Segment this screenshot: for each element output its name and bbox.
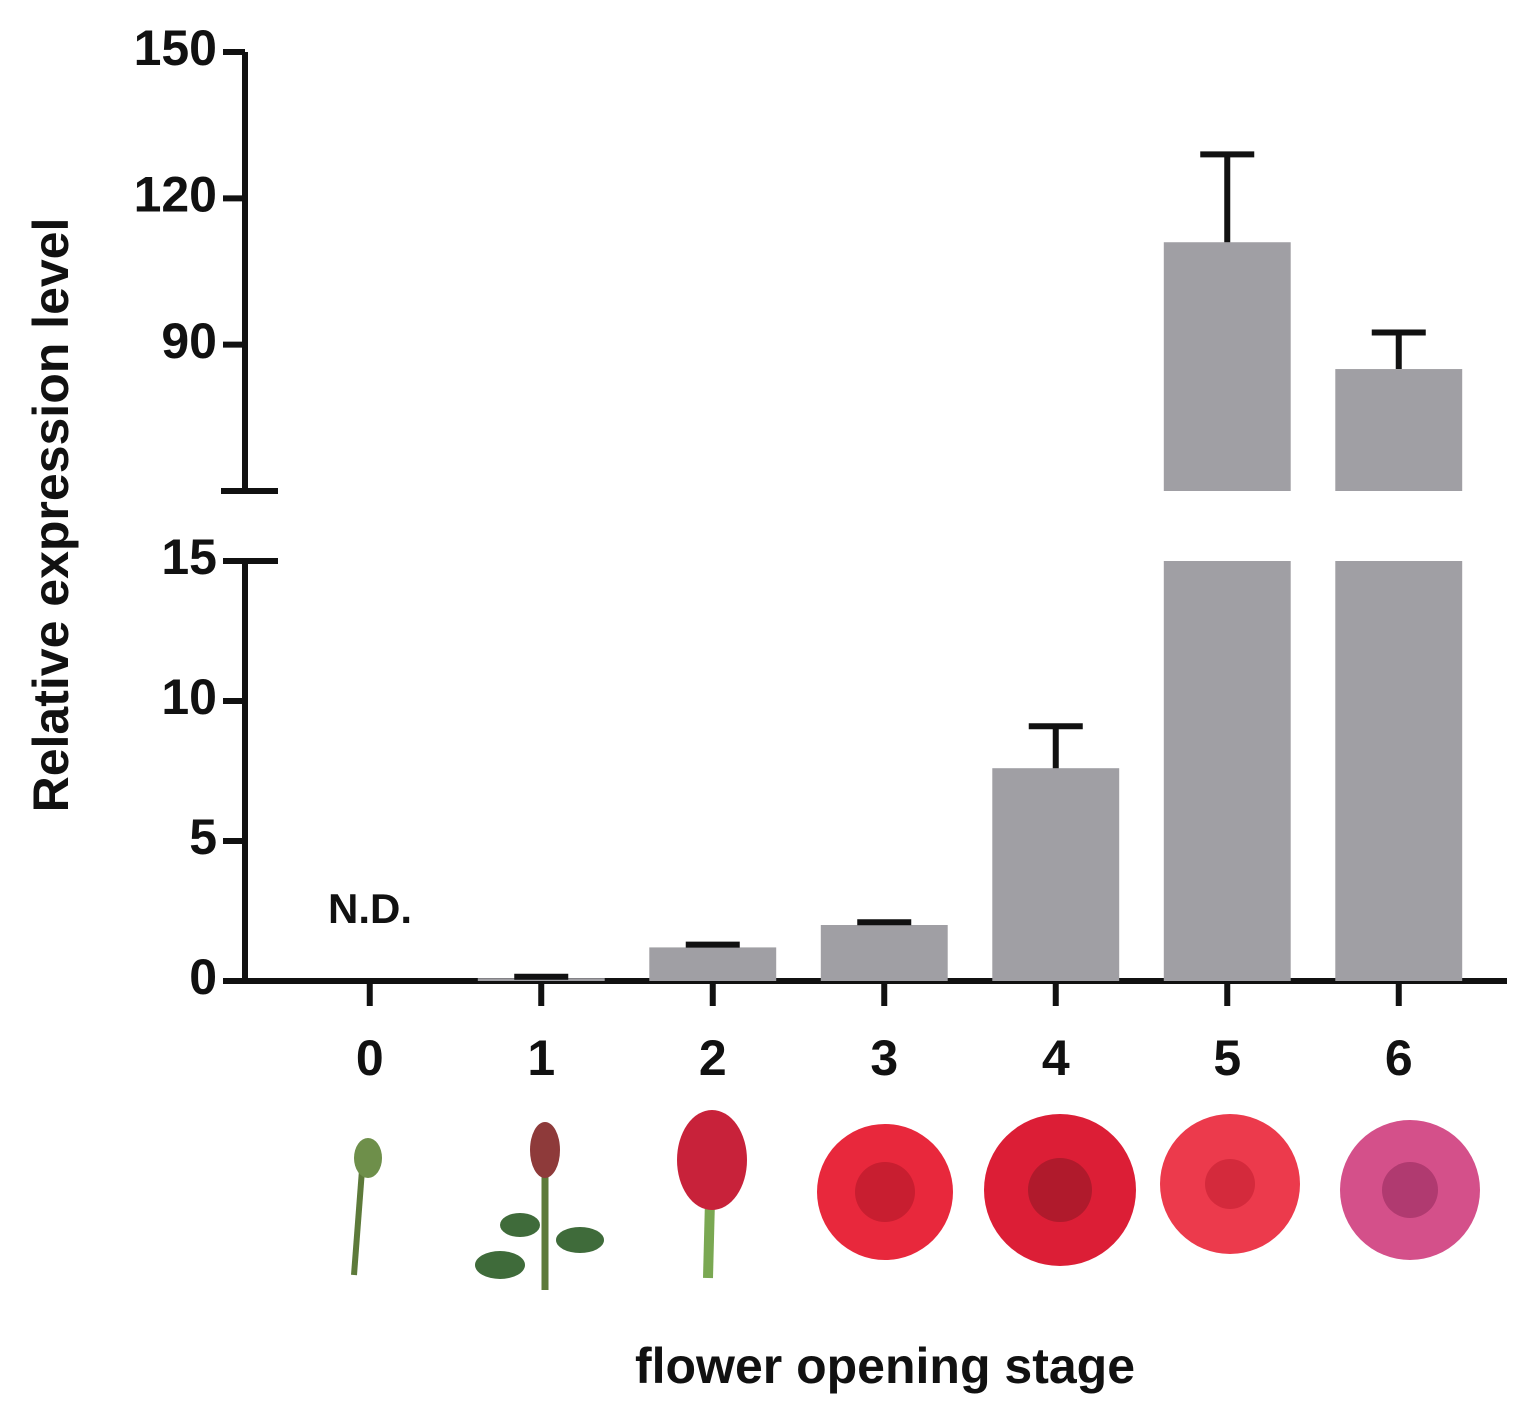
x-tick-label: 1	[527, 1030, 555, 1086]
x-axis-label: flower opening stage	[635, 1338, 1135, 1394]
y-tick-label: 150	[134, 20, 217, 76]
bar	[1335, 561, 1463, 981]
y-tick-label: 5	[189, 809, 217, 865]
y-tick-label: 120	[134, 167, 217, 223]
bar	[820, 925, 948, 981]
x-tick-label: 2	[699, 1030, 727, 1086]
y-tick-label: 10	[161, 669, 217, 725]
y-tick-label: 0	[189, 949, 217, 1005]
x-tick-label: 5	[1213, 1030, 1241, 1086]
y-axis-label: Relative expression level	[23, 218, 79, 813]
x-tick-label: 4	[1042, 1030, 1070, 1086]
bar	[1163, 561, 1291, 981]
x-tick-label: 6	[1385, 1030, 1413, 1086]
x-tick-label: 3	[870, 1030, 898, 1086]
bar-upper	[1163, 242, 1291, 491]
flower-icons	[351, 1110, 1480, 1290]
y-tick-label: 90	[161, 313, 217, 369]
annotation: N.D.	[328, 885, 412, 932]
y-tick-label: 15	[161, 529, 217, 585]
bar	[649, 947, 777, 981]
bar	[992, 768, 1120, 981]
x-tick-label: 0	[356, 1030, 384, 1086]
bar-upper	[1335, 369, 1463, 491]
